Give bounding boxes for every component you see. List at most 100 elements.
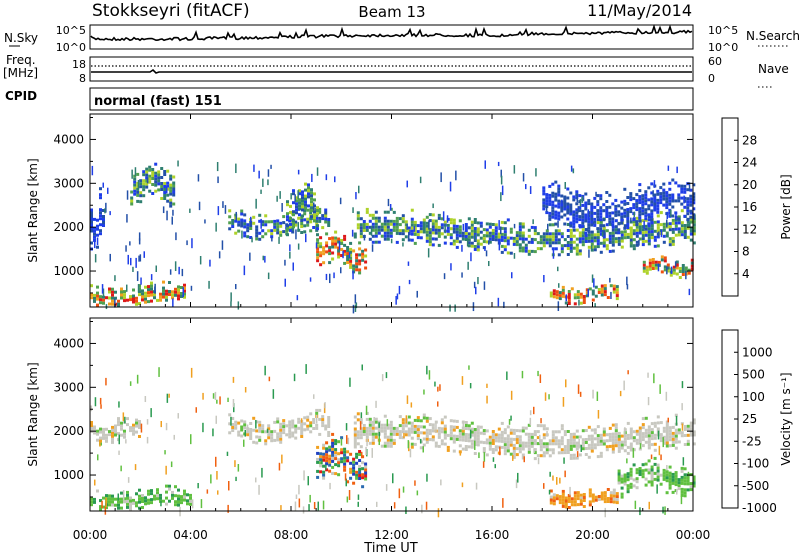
heatmap-cell [324, 220, 328, 224]
heatmap-cell [569, 444, 573, 448]
heatmap-cell [322, 252, 326, 256]
heatmap-cell [576, 193, 578, 203]
heatmap-cell [296, 295, 299, 301]
heatmap-cell [518, 447, 522, 451]
heatmap-cell [246, 226, 250, 230]
heatmap-cell [165, 422, 168, 431]
heatmap-cell [273, 219, 277, 223]
heatmap-cell [258, 231, 262, 235]
heatmap-cell [542, 433, 546, 437]
heatmap-cell [475, 482, 478, 490]
heatmap-cell [497, 436, 501, 440]
heatmap-cell [579, 493, 583, 497]
heatmap-cell [157, 182, 161, 186]
heatmap-cell [324, 424, 328, 428]
heatmap-cell [569, 191, 573, 195]
heatmap-cell [632, 436, 636, 440]
heatmap-cell [437, 426, 441, 430]
heatmap-cell [316, 209, 319, 213]
heatmap-cell [601, 231, 604, 237]
heatmap-cell [617, 437, 621, 441]
heatmap-cell [667, 165, 670, 171]
heatmap-cell [653, 208, 657, 212]
heatmap-cell [596, 218, 600, 222]
heatmap-cell [587, 434, 591, 438]
heatmap-cell [582, 295, 586, 298]
heatmap-cell [309, 220, 313, 224]
heatmap-cell [102, 215, 105, 218]
heatmap-cell [139, 191, 143, 195]
heatmap-cell [123, 435, 126, 439]
heatmap-cell [569, 203, 573, 207]
heatmap-cell [656, 415, 660, 419]
heatmap-cell [554, 198, 558, 202]
heatmap-cell [380, 426, 384, 430]
heatmap-cell [455, 419, 459, 423]
heatmap-cell [349, 256, 353, 260]
heatmap-cell [611, 423, 615, 427]
heatmap-cell [619, 390, 622, 397]
heatmap-cell [671, 199, 675, 203]
heatmap-cell [243, 213, 247, 217]
heatmap-cell [485, 231, 489, 235]
heatmap-cell [270, 436, 274, 440]
heatmap-cell [632, 448, 636, 452]
heatmap-cell [302, 506, 305, 514]
heatmap-cell [566, 211, 570, 215]
heatmap-cell [368, 237, 372, 241]
heatmap-cell [557, 190, 561, 194]
heatmap-cell [503, 443, 507, 447]
heatmap-cell [629, 226, 633, 230]
heatmap-cell [674, 227, 678, 231]
heatmap-cell [626, 232, 630, 236]
heatmap-cell [584, 234, 588, 237]
heatmap-cell [665, 432, 669, 436]
heatmap-cell [500, 226, 502, 235]
heatmap-cell [313, 394, 315, 399]
heatmap-cell [358, 471, 362, 474]
heatmap-cell [500, 436, 504, 440]
heatmap-cell [362, 424, 366, 427]
heatmap-cell [588, 488, 592, 492]
heatmap-cell [557, 187, 561, 191]
heatmap-cell [567, 302, 571, 305]
heatmap-cell [267, 169, 270, 177]
heatmap-cell [668, 426, 672, 430]
heatmap-cell [380, 222, 384, 226]
heatmap-cell [464, 232, 468, 235]
heatmap-cell [685, 270, 687, 280]
heatmap-cell [276, 420, 280, 424]
heatmap-cell [443, 436, 447, 440]
heatmap-cell [674, 474, 678, 478]
heatmap-cell [374, 225, 378, 229]
heatmap-cell [133, 180, 137, 184]
heatmap-cell [392, 228, 396, 232]
heatmap-cell [584, 216, 588, 220]
heatmap-cell [663, 259, 667, 263]
heatmap-cell [479, 242, 483, 246]
heatmap-cell [446, 229, 450, 233]
heatmap-cell [162, 286, 165, 290]
heatmap-cell [488, 240, 492, 244]
heatmap-cell [428, 423, 432, 427]
heatmap-cell [132, 266, 134, 272]
heatmap-cell [591, 499, 595, 503]
heatmap-cell [434, 231, 438, 235]
heatmap-cell [141, 292, 144, 296]
heatmap-cell [334, 439, 338, 443]
heatmap-cell [656, 427, 660, 431]
heatmap-cell [614, 429, 618, 433]
heatmap-cell [343, 261, 347, 265]
heatmap-cell [90, 214, 93, 218]
heatmap-cell [599, 194, 603, 198]
heatmap-cell [470, 232, 474, 236]
heatmap-cell [455, 245, 459, 249]
heatmap-cell [258, 170, 260, 179]
heatmap-cell [614, 198, 618, 202]
heatmap-cell [527, 441, 531, 445]
heatmap-cell [297, 216, 301, 220]
heatmap-cell [521, 231, 525, 235]
heatmap-cell [629, 198, 633, 202]
heatmap-cell [416, 233, 420, 237]
heatmap-cell [154, 174, 158, 178]
